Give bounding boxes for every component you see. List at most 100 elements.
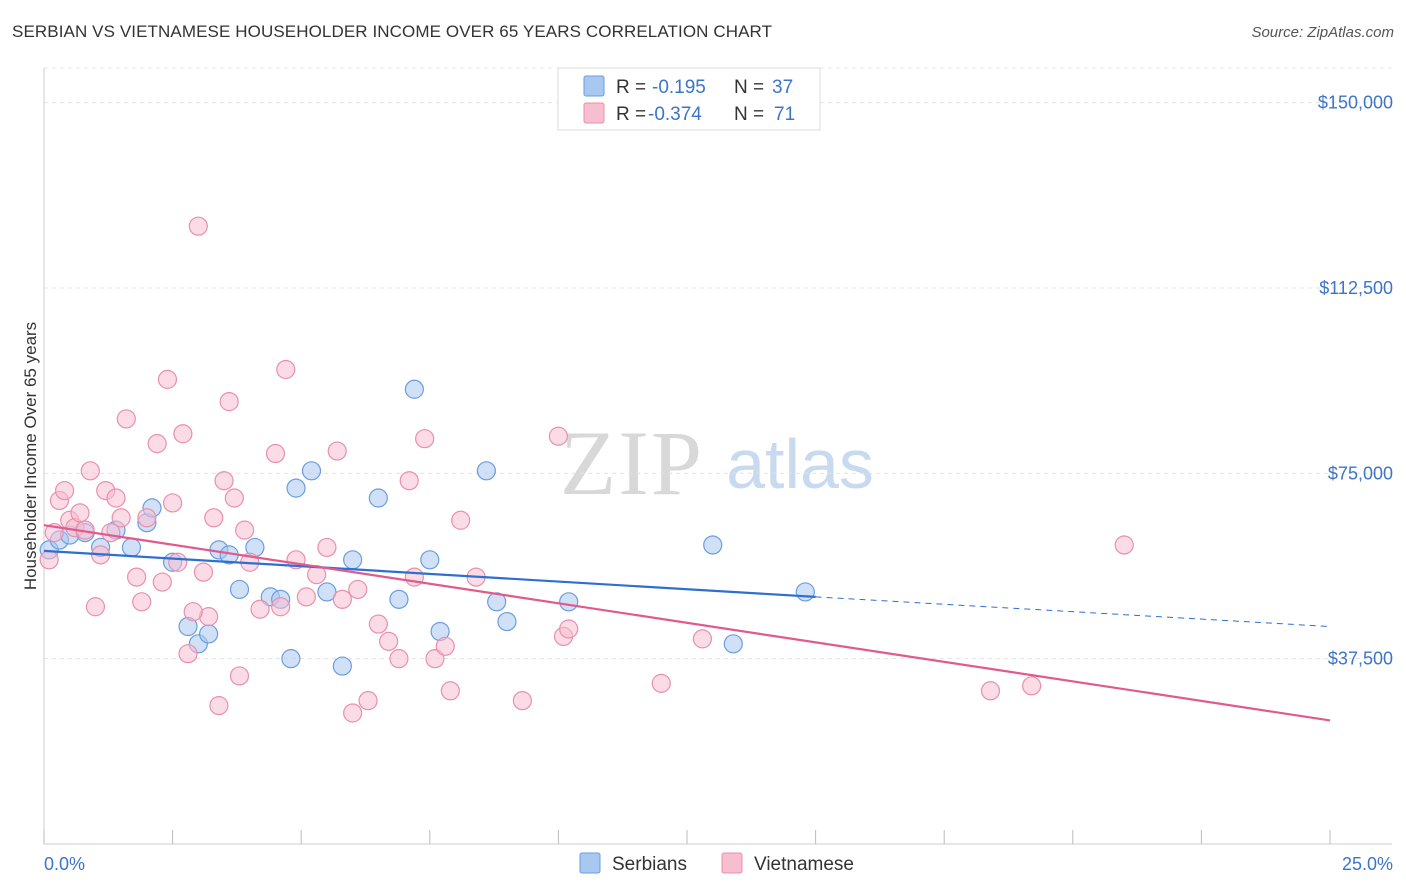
point-vietnamese	[224, 488, 244, 508]
chart-title: SERBIAN VS VIETNAMESE HOUSEHOLDER INCOME…	[12, 22, 773, 41]
legend-swatch-serbians	[583, 75, 605, 97]
point-serbians	[229, 579, 250, 600]
point-vietnamese	[70, 503, 90, 523]
point-vietnamese	[235, 520, 255, 540]
point-serbians	[368, 488, 388, 508]
point-vietnamese	[152, 572, 172, 592]
point-vietnamese	[116, 409, 136, 429]
point-vietnamese	[415, 429, 435, 449]
point-serbians	[332, 656, 352, 676]
point-serbians	[420, 550, 440, 570]
y-tick-label: $150,000	[1318, 93, 1393, 113]
point-serbians	[121, 537, 142, 558]
point-serbians	[281, 649, 301, 669]
point-vietnamese	[265, 443, 286, 464]
point-vietnamese	[271, 597, 291, 617]
point-vietnamese	[219, 392, 239, 412]
point-vietnamese	[368, 614, 388, 634]
watermark: ZIP atlas	[560, 412, 874, 514]
point-vietnamese	[651, 673, 671, 693]
point-serbians	[497, 611, 517, 632]
point-vietnamese	[250, 599, 270, 619]
point-vietnamese	[1114, 535, 1134, 555]
bottom-legend-swatch-serbians	[579, 852, 601, 874]
bottom-legend: Serbians Vietnamese	[579, 852, 854, 875]
point-vietnamese	[126, 567, 147, 587]
point-serbians	[559, 592, 579, 612]
point-vietnamese	[209, 696, 229, 716]
point-vietnamese	[435, 636, 455, 656]
x-tick-labels: 0.0% 25.0%	[44, 854, 1393, 874]
point-vietnamese	[163, 493, 183, 513]
y-tick-labels: $37,500 $75,000 $112,500 $150,000	[1318, 93, 1393, 669]
point-vietnamese	[389, 649, 409, 669]
legend-r-label-vietnamese: R =	[616, 104, 646, 125]
point-serbians	[404, 379, 424, 399]
point-vietnamese	[214, 471, 234, 491]
watermark-atlas: atlas	[726, 425, 874, 503]
point-vietnamese	[39, 550, 59, 570]
point-vietnamese	[157, 369, 178, 389]
point-vietnamese	[317, 537, 337, 558]
bottom-legend-swatch-vietnamese	[721, 852, 743, 874]
point-serbians	[317, 582, 337, 602]
y-tick-label: $112,500	[1319, 278, 1393, 298]
watermark-zip: ZIP	[560, 412, 704, 514]
point-vietnamese	[193, 562, 214, 582]
point-vietnamese	[85, 597, 106, 617]
trend-line-serbians	[43, 549, 816, 598]
legend-n-label-vietnamese: N =	[734, 104, 764, 125]
y-tick-label: $75,000	[1328, 463, 1393, 483]
point-vietnamese	[173, 424, 193, 444]
point-vietnamese	[548, 426, 569, 446]
y-tick-label: $37,500	[1328, 649, 1393, 669]
point-vietnamese	[54, 480, 75, 501]
point-vietnamese	[399, 471, 419, 491]
point-vietnamese	[137, 508, 157, 528]
x-ticks	[43, 830, 1331, 844]
point-vietnamese	[451, 510, 471, 530]
point-vietnamese	[296, 587, 316, 607]
legend-r-value-vietnamese: -0.374	[648, 104, 702, 125]
points-layer	[39, 216, 1134, 723]
point-vietnamese	[183, 602, 203, 622]
point-serbians	[301, 461, 322, 481]
point-vietnamese	[692, 629, 713, 649]
legend-n-value-serbians: 37	[772, 77, 793, 98]
legend-n-label-serbians: N =	[734, 77, 764, 98]
point-vietnamese	[358, 691, 378, 711]
point-vietnamese	[111, 508, 131, 528]
point-vietnamese	[343, 703, 363, 723]
legend-r-value-serbians: -0.195	[652, 77, 706, 98]
trend-line-extension-serbians	[815, 596, 1331, 628]
point-vietnamese	[178, 644, 198, 664]
legend-swatch-vietnamese	[583, 102, 605, 124]
point-serbians	[199, 624, 219, 644]
point-serbians	[723, 634, 743, 654]
x-tick-label: 25.0%	[1342, 854, 1393, 874]
bottom-legend-label-serbians: Serbians	[612, 854, 687, 875]
y-axis-label: Householder Income Over 65 years	[21, 322, 40, 590]
point-vietnamese	[512, 691, 532, 711]
point-serbians	[476, 461, 496, 481]
legend-n-value-vietnamese: 71	[774, 104, 795, 125]
point-vietnamese	[276, 359, 296, 380]
axes	[43, 68, 1392, 845]
point-vietnamese	[1022, 676, 1042, 696]
point-vietnamese	[425, 649, 445, 669]
point-serbians	[389, 589, 409, 609]
bottom-legend-label-vietnamese: Vietnamese	[754, 854, 854, 875]
point-vietnamese	[229, 666, 250, 686]
trend-line-vietnamese	[43, 524, 1331, 722]
x-tick-label: 0.0%	[44, 854, 85, 874]
point-vietnamese	[980, 681, 1001, 701]
point-vietnamese	[204, 508, 224, 528]
point-vietnamese	[327, 441, 347, 461]
point-vietnamese	[379, 631, 399, 651]
point-serbians	[286, 478, 306, 498]
point-serbians	[343, 550, 363, 570]
source-label: Source: ZipAtlas.com	[1251, 24, 1394, 41]
legend-r-label-serbians: R =	[616, 77, 646, 98]
point-vietnamese	[559, 619, 579, 639]
